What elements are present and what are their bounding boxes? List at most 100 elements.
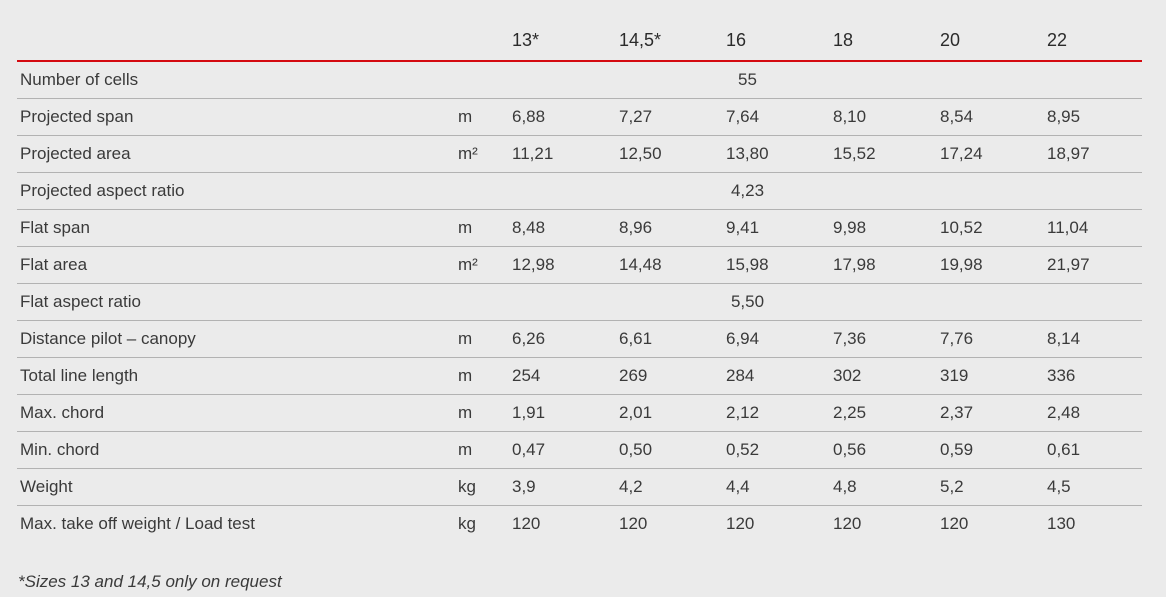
value-cell: 7,27 xyxy=(612,98,719,136)
row-label: Number of cells xyxy=(17,61,453,99)
merged-value-cell: 5,50 xyxy=(453,283,1142,321)
value-cell: 2,25 xyxy=(826,394,933,432)
table-row: Max. chord m 1,91 2,01 2,12 2,25 2,37 2,48 xyxy=(17,394,1142,432)
row-unit: m xyxy=(453,320,505,358)
table-row: Projected span m 6,88 7,27 7,64 8,10 8,54 8,95 xyxy=(17,98,1142,136)
value-cell: 0,59 xyxy=(933,431,1040,469)
value-cell: 13,80 xyxy=(719,135,826,173)
value-cell: 4,5 xyxy=(1040,468,1142,506)
value-cell: 12,98 xyxy=(505,246,612,284)
spec-table-head: 13* 14,5* 16 18 20 22 xyxy=(17,0,1142,62)
value-cell: 0,56 xyxy=(826,431,933,469)
value-cell: 17,98 xyxy=(826,246,933,284)
row-unit: kg xyxy=(458,514,476,533)
row-unit: m xyxy=(453,209,505,247)
table-row: Max. take off weight / Load test kg 120 120… xyxy=(17,506,1142,543)
value-cell: 254 xyxy=(505,357,612,395)
size-header: 16 xyxy=(719,0,826,62)
value-cell: 336 xyxy=(1040,357,1142,395)
row-unit: m xyxy=(453,394,505,432)
table-row: Flat span m 8,48 8,96 9,41 9,98 10,52 11,04 xyxy=(17,209,1142,247)
row-label: Flat area xyxy=(17,246,453,284)
spec-table-body: Number of cells 55 Projected span m 6,88 7,27… xyxy=(17,61,1142,542)
value-cell: 4,4 xyxy=(719,468,826,506)
value-cell: 4,8 xyxy=(826,468,933,506)
table-row: Number of cells 55 xyxy=(17,61,1142,99)
row-label: Max. chord xyxy=(17,394,453,432)
row-label: Weight xyxy=(17,468,453,506)
table-row: Distance pilot – canopy m 6,26 6,61 6,94 7,36… xyxy=(17,320,1142,358)
value-cell: 319 xyxy=(933,357,1040,395)
merged-value-cell: 55 xyxy=(453,61,1142,99)
value-cell: 2,12 xyxy=(719,394,826,432)
size-header-row: 13* 14,5* 16 18 20 22 xyxy=(17,0,1142,62)
value-cell: 8,48 xyxy=(505,209,612,247)
size-header: 20 xyxy=(933,0,1040,62)
label-column-header xyxy=(17,0,453,62)
row-label: Flat aspect ratio xyxy=(17,283,453,321)
size-header: 13* xyxy=(505,0,612,62)
value-cell: 6,94 xyxy=(719,320,826,358)
value-cell: 7,76 xyxy=(933,320,1040,358)
value-cell: 302 xyxy=(826,357,933,395)
size-header: 18 xyxy=(826,0,933,62)
footnote: *Sizes 13 and 14,5 only on request xyxy=(18,572,282,591)
value-cell: 2,48 xyxy=(1040,394,1142,432)
value-cell: 19,98 xyxy=(933,246,1040,284)
table-row: Flat aspect ratio 5,50 xyxy=(17,283,1142,321)
value-cell: 3,9 xyxy=(505,468,612,506)
row-label: Min. chord xyxy=(17,431,453,469)
value-cell: 7,64 xyxy=(719,98,826,136)
value-cell: 8,54 xyxy=(933,98,1040,136)
value-cell: 5,2 xyxy=(933,468,1040,506)
value-cell: 0,47 xyxy=(505,431,612,469)
table-row: Weight kg 3,9 4,2 4,4 4,8 5,2 4,5 xyxy=(17,468,1142,506)
value-cell: 15,98 xyxy=(719,246,826,284)
value-cell: 12,50 xyxy=(612,135,719,173)
value-cell: 120 xyxy=(619,514,648,533)
merged-value-cell: 4,23 xyxy=(453,172,1142,210)
value-cell: 14,48 xyxy=(612,246,719,284)
row-label: Projected span xyxy=(17,98,453,136)
value-cell: 120 xyxy=(833,514,862,533)
row-label: Distance pilot – canopy xyxy=(17,320,453,358)
row-unit: m xyxy=(453,431,505,469)
row-label: Projected area xyxy=(17,135,453,173)
value-cell: 6,61 xyxy=(612,320,719,358)
value-cell: 6,26 xyxy=(505,320,612,358)
value-cell: 269 xyxy=(612,357,719,395)
value-cell: 11,21 xyxy=(505,135,612,173)
value-cell: 8,95 xyxy=(1040,98,1142,136)
value-cell: 8,96 xyxy=(612,209,719,247)
value-cell: 11,04 xyxy=(1040,209,1142,247)
row-unit: m² xyxy=(453,246,505,284)
value-cell: 0,50 xyxy=(612,431,719,469)
table-row: Projected area m² 11,21 12,50 13,80 15,52 17,2… xyxy=(17,135,1142,173)
value-cell: 8,10 xyxy=(826,98,933,136)
value-cell: 17,24 xyxy=(933,135,1040,173)
table-row: Total line length m 254 269 284 302 319 336 xyxy=(17,357,1142,395)
value-cell: 7,36 xyxy=(826,320,933,358)
row-label: Total line length xyxy=(17,357,453,395)
value-cell: 120 xyxy=(726,514,755,533)
value-cell: 0,52 xyxy=(719,431,826,469)
value-cell: 21,97 xyxy=(1040,246,1142,284)
value-cell: 2,37 xyxy=(933,394,1040,432)
size-header: 22 xyxy=(1040,0,1142,62)
spec-table: 13* 14,5* 16 18 20 22 Number of cells 55 Projec… xyxy=(17,0,1142,542)
value-cell: 6,88 xyxy=(505,98,612,136)
table-row: Projected aspect ratio 4,23 xyxy=(17,172,1142,210)
value-cell: 18,97 xyxy=(1040,135,1142,173)
row-unit: m² xyxy=(453,135,505,173)
value-cell: 0,61 xyxy=(1040,431,1142,469)
value-cell: 4,2 xyxy=(612,468,719,506)
size-header: 14,5* xyxy=(612,0,719,62)
value-cell: 10,52 xyxy=(933,209,1040,247)
table-row: Flat area m² 12,98 14,48 15,98 17,98 19,98 21,9… xyxy=(17,246,1142,284)
row-unit: m xyxy=(453,98,505,136)
value-cell: 1,91 xyxy=(505,394,612,432)
value-cell: 284 xyxy=(719,357,826,395)
value-cell: 120 xyxy=(940,514,969,533)
table-row: Min. chord m 0,47 0,50 0,52 0,56 0,59 0,61 xyxy=(17,431,1142,469)
